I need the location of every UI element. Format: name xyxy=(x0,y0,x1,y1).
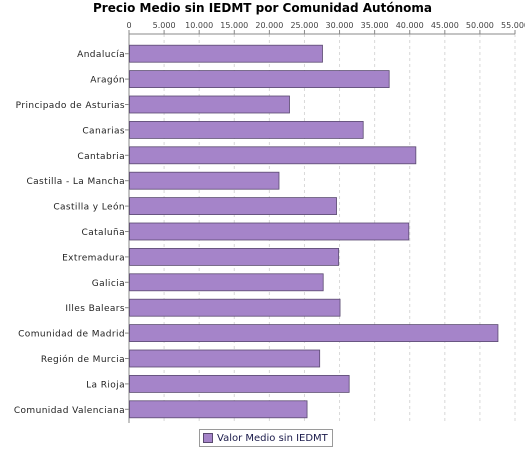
bar xyxy=(129,298,341,317)
tick-label: 25.000 xyxy=(290,21,318,30)
bar xyxy=(129,95,290,114)
category-label: Comunidad de Madrid xyxy=(18,330,125,340)
category-label: Comunidad Valenciana xyxy=(14,406,125,416)
category-label: Andalucía xyxy=(77,50,125,60)
bar xyxy=(129,349,321,368)
tick-label: 20.000 xyxy=(255,21,283,30)
tick-label: 55.000 xyxy=(501,21,525,30)
category-label: Castilla y León xyxy=(53,202,125,213)
legend: Valor Medio sin IEDMT xyxy=(199,429,333,447)
legend-swatch xyxy=(203,433,213,443)
bar xyxy=(129,247,340,266)
category-label: Cataluña xyxy=(82,228,125,238)
tick-label: 15.000 xyxy=(220,21,248,30)
bar xyxy=(129,121,364,139)
bar xyxy=(129,171,280,190)
tick-label: 10.000 xyxy=(185,21,213,30)
category-label: Cantabria xyxy=(77,152,125,162)
tick-label: 30.000 xyxy=(326,21,354,30)
category-label: Galicia xyxy=(92,279,125,289)
bar xyxy=(129,400,308,419)
category-label: Principado de Asturias xyxy=(16,101,125,111)
bar xyxy=(129,146,417,165)
category-label: Aragón xyxy=(90,75,125,86)
bar xyxy=(129,197,337,216)
bar xyxy=(129,44,323,63)
tick-label: 0 xyxy=(126,21,131,30)
category-label: Extremadura xyxy=(62,253,125,263)
tick-label: 45.000 xyxy=(431,21,459,30)
legend-label: Valor Medio sin IEDMT xyxy=(217,432,328,444)
category-label: Castilla - La Mancha xyxy=(26,177,125,187)
tick-label: 40.000 xyxy=(396,21,424,30)
tick-label: 35.000 xyxy=(361,21,389,30)
category-label: Región de Murcia xyxy=(41,354,125,365)
category-label: La Rioja xyxy=(86,380,125,390)
category-label: Canarias xyxy=(82,126,125,136)
tick-label: 5.000 xyxy=(153,21,176,30)
category-label: Illes Balears xyxy=(65,304,125,314)
bar xyxy=(129,273,324,292)
bar xyxy=(129,70,390,88)
bar xyxy=(129,324,499,343)
chart-title: Precio Medio sin IEDMT por Comunidad Aut… xyxy=(93,1,432,15)
bar xyxy=(129,222,410,241)
bar xyxy=(129,374,350,393)
tick-label: 50.000 xyxy=(466,21,494,30)
